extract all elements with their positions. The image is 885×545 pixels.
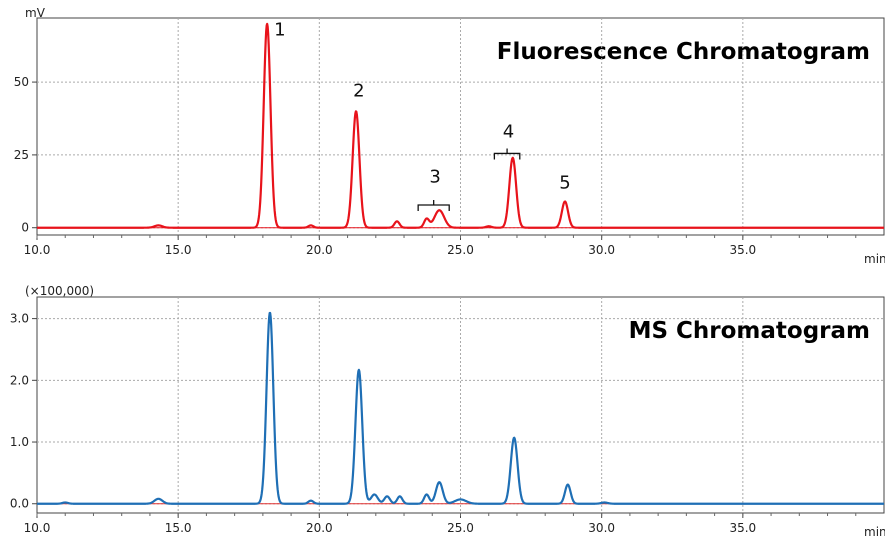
peak-label: 2 bbox=[353, 81, 364, 102]
ms-panel: MS Chromatogram (×100,000) min 10.0 15.0 2… bbox=[10, 284, 885, 539]
fluorescence-x-tick-label: 15.0 bbox=[165, 243, 192, 257]
ms-x-tick-label: 30.0 bbox=[588, 521, 615, 535]
ms-y-tick-label: 2.0 bbox=[10, 373, 29, 387]
fluorescence-panel: Fluorescence Chromatogram mV min 10.0 15.… bbox=[14, 6, 885, 266]
fluorescence-y-tick-label: 25 bbox=[14, 148, 29, 162]
fluorescence-x-tick-label: 25.0 bbox=[447, 243, 474, 257]
fluorescence-peak-bracket bbox=[494, 148, 519, 159]
peak-label: 1 bbox=[274, 19, 285, 40]
fluorescence-x-tick-label: 20.0 bbox=[306, 243, 333, 257]
ms-y-tick-label: 1.0 bbox=[10, 435, 29, 449]
ms-y-tick-label: 3.0 bbox=[10, 312, 29, 326]
ms-x-tick-label: 20.0 bbox=[306, 521, 333, 535]
ms-y-tick-label: 0.0 bbox=[10, 497, 29, 511]
ms-y-unit: (×100,000) bbox=[25, 284, 94, 298]
peak-label: 3 bbox=[429, 167, 440, 188]
ms-x-tick-label: 10.0 bbox=[24, 521, 51, 535]
fluorescence-x-tick-label: 35.0 bbox=[729, 243, 756, 257]
fluorescence-chart-title: Fluorescence Chromatogram bbox=[497, 39, 870, 65]
fluorescence-x-tick-label: 10.0 bbox=[24, 243, 51, 257]
ms-x-tick-label: 35.0 bbox=[729, 521, 756, 535]
fluorescence-y-tick-label: 0 bbox=[21, 221, 29, 235]
fluorescence-x-unit: min bbox=[864, 252, 885, 266]
fluorescence-y-tick-label: 50 bbox=[14, 75, 29, 89]
fluorescence-x-tick-label: 30.0 bbox=[588, 243, 615, 257]
peak-label: 5 bbox=[559, 172, 570, 193]
ms-x-unit: min bbox=[864, 525, 885, 539]
ms-x-tick-label: 15.0 bbox=[165, 521, 192, 535]
ms-x-tick-label: 25.0 bbox=[447, 521, 474, 535]
fluorescence-peak-bracket bbox=[418, 200, 449, 211]
peak-label: 4 bbox=[503, 121, 514, 142]
ms-chart-title: MS Chromatogram bbox=[629, 318, 870, 344]
